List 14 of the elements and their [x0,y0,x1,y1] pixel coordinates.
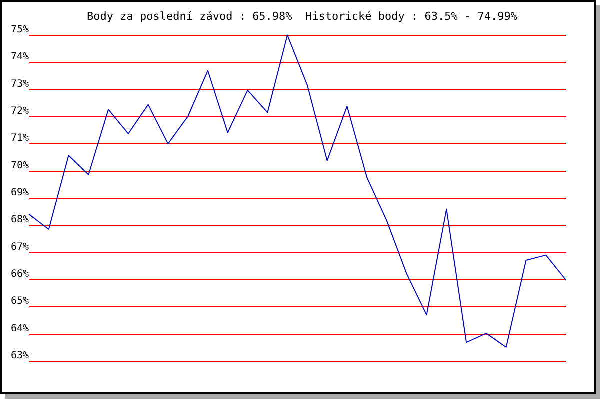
y-tick-label: 66% [10,269,29,280]
chart-title: Body za poslední závod : 65.98% Historické body : 63.5% - 74.99% [87,10,518,23]
y-tick-label: 67% [10,242,29,253]
y-tick-label: 65% [10,296,29,308]
y-tick-label: 72% [10,106,29,117]
y-tick-label: 70% [10,160,29,172]
y-tick-label: 69% [10,188,29,198]
y-tick-label: 75% [10,24,29,36]
y-tick-label: 63% [10,350,29,362]
y-tick-label: 68% [10,214,29,226]
y-tick-label: 71% [10,133,29,144]
y-tick-label: 64% [10,323,29,334]
y-tick-label: 74% [10,52,29,63]
y-tick-label: 73% [10,78,29,90]
